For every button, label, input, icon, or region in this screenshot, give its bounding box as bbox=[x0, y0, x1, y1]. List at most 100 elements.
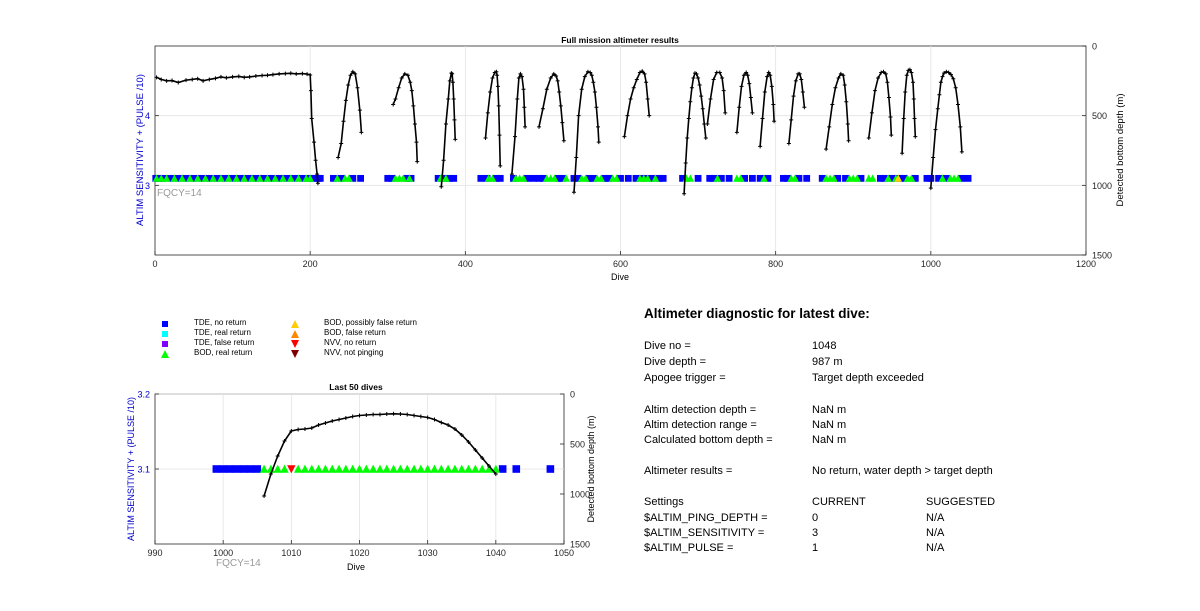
tde-marker bbox=[877, 174, 884, 182]
tde-marker bbox=[803, 174, 811, 182]
x-tick-label: 600 bbox=[613, 259, 628, 269]
diagnostic-value: Target depth exceeded bbox=[812, 372, 924, 384]
altimeter-diagnostic-panel: Altimeter diagnostic for latest dive: Di… bbox=[644, 306, 1164, 566]
tde-marker bbox=[617, 174, 624, 182]
depth-point bbox=[405, 412, 410, 417]
tde-marker bbox=[535, 174, 543, 182]
depth-point bbox=[758, 144, 763, 149]
depth-point bbox=[771, 102, 776, 107]
depth-line bbox=[156, 72, 319, 184]
bod-marker bbox=[162, 174, 171, 182]
depth-point bbox=[940, 74, 945, 79]
tde-marker bbox=[310, 174, 318, 182]
tde-marker bbox=[446, 174, 454, 182]
depth-point bbox=[682, 191, 687, 196]
diagnostic-label: Calculated bottom depth = bbox=[644, 434, 773, 446]
depth-point bbox=[288, 71, 293, 76]
depth-point bbox=[844, 99, 849, 104]
cyan-square-icon bbox=[162, 331, 168, 337]
x-tick-label: 1050 bbox=[554, 548, 574, 558]
depth-point bbox=[409, 88, 414, 93]
depth-point bbox=[343, 416, 348, 420]
depth-point bbox=[275, 454, 280, 458]
bod-marker bbox=[868, 174, 877, 182]
depth-point bbox=[418, 414, 423, 419]
depth-point bbox=[697, 83, 702, 88]
depth-point bbox=[688, 99, 693, 104]
depth-point bbox=[700, 106, 705, 111]
depth-point bbox=[789, 117, 794, 122]
bottom-fqcy-annotation: FQCY=14 bbox=[216, 558, 261, 569]
depth-point bbox=[446, 423, 451, 427]
depth-point bbox=[176, 80, 181, 85]
tde-marker bbox=[226, 465, 234, 473]
depth-point bbox=[414, 140, 419, 145]
depth-point bbox=[323, 421, 328, 425]
depth-point bbox=[842, 83, 847, 88]
red-triangle-down-icon bbox=[291, 340, 299, 348]
bod-marker bbox=[255, 174, 264, 182]
depth-point bbox=[308, 72, 313, 77]
diagnostic-row-detection-depth: Altim detection depth = NaN m bbox=[644, 404, 1164, 420]
depth-point bbox=[283, 71, 288, 76]
bod-marker bbox=[884, 174, 892, 182]
depth-point bbox=[353, 71, 358, 76]
diagnostic-row-detection-range: Altim detection range = NaN m bbox=[644, 419, 1164, 435]
depth-point bbox=[195, 76, 200, 81]
depth-point bbox=[685, 135, 690, 140]
tde-marker bbox=[834, 174, 842, 182]
bod-marker bbox=[375, 464, 385, 473]
tde-marker bbox=[964, 174, 972, 182]
depth-point bbox=[170, 78, 175, 83]
depth-point bbox=[253, 73, 258, 78]
depth-point bbox=[913, 134, 918, 139]
depth-point bbox=[289, 429, 294, 433]
bod-marker bbox=[300, 464, 310, 473]
depth-point bbox=[364, 413, 369, 417]
diagnostic-label: Altim detection range = bbox=[644, 419, 757, 431]
depth-point bbox=[876, 76, 881, 81]
bod-marker bbox=[333, 174, 342, 182]
bod-marker bbox=[224, 174, 233, 182]
bod-marker bbox=[597, 174, 605, 182]
diagnostic-label: Dive depth = bbox=[644, 356, 707, 368]
bod-marker bbox=[399, 174, 408, 182]
bod-marker bbox=[405, 174, 414, 182]
bod-marker bbox=[581, 174, 590, 182]
diagnostic-row-dive-no: Dive no = 1048 bbox=[644, 340, 1164, 356]
depth-point bbox=[933, 127, 938, 132]
tde-marker bbox=[586, 174, 593, 182]
depth-point bbox=[824, 147, 829, 152]
depth-point bbox=[628, 96, 633, 101]
depth-point bbox=[558, 103, 563, 108]
depth-point bbox=[765, 74, 770, 79]
depth-point bbox=[262, 494, 267, 498]
bod-marker bbox=[471, 464, 480, 473]
depth-point bbox=[449, 71, 454, 76]
depth-point bbox=[453, 137, 458, 142]
tde-marker bbox=[659, 174, 667, 182]
tde-marker bbox=[388, 174, 396, 182]
bod-marker bbox=[178, 174, 186, 182]
depth-point bbox=[480, 456, 485, 460]
y2-tick-label: 0 bbox=[570, 390, 575, 400]
depth-point bbox=[574, 155, 579, 160]
bod-marker bbox=[443, 464, 453, 473]
y2-tick-label: 0 bbox=[1092, 42, 1097, 52]
tde-marker bbox=[213, 174, 221, 182]
depth-point bbox=[302, 427, 307, 431]
depth-point bbox=[833, 85, 838, 90]
depth-point bbox=[836, 76, 841, 81]
depth-point bbox=[708, 96, 713, 101]
depth-point bbox=[490, 76, 495, 81]
tde-marker bbox=[605, 174, 613, 182]
top-y-ticks: 34 bbox=[145, 111, 159, 191]
bod-marker bbox=[294, 174, 303, 182]
depth-point bbox=[953, 85, 958, 90]
depth-point bbox=[830, 102, 835, 107]
bod-marker bbox=[286, 174, 295, 182]
depth-point bbox=[588, 70, 593, 75]
depth-point bbox=[412, 413, 417, 418]
purple-square-icon bbox=[162, 341, 168, 347]
tde-marker bbox=[403, 174, 411, 182]
